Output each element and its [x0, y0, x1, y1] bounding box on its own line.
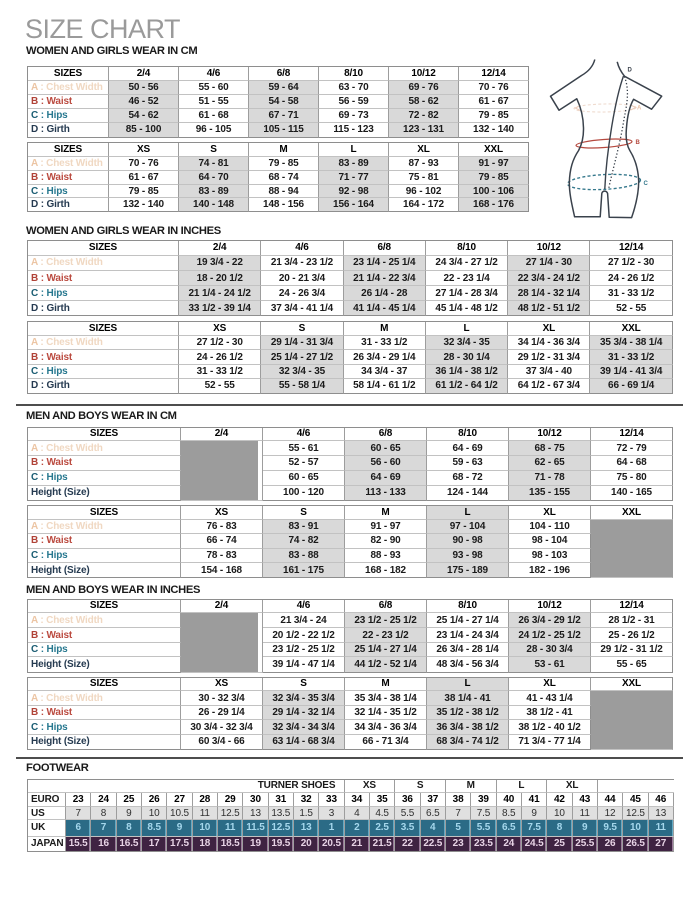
svg-text:C: C	[644, 181, 649, 187]
svg-text:B: B	[636, 140, 641, 146]
svg-text:A: A	[637, 106, 642, 112]
svg-text:D: D	[628, 68, 633, 74]
